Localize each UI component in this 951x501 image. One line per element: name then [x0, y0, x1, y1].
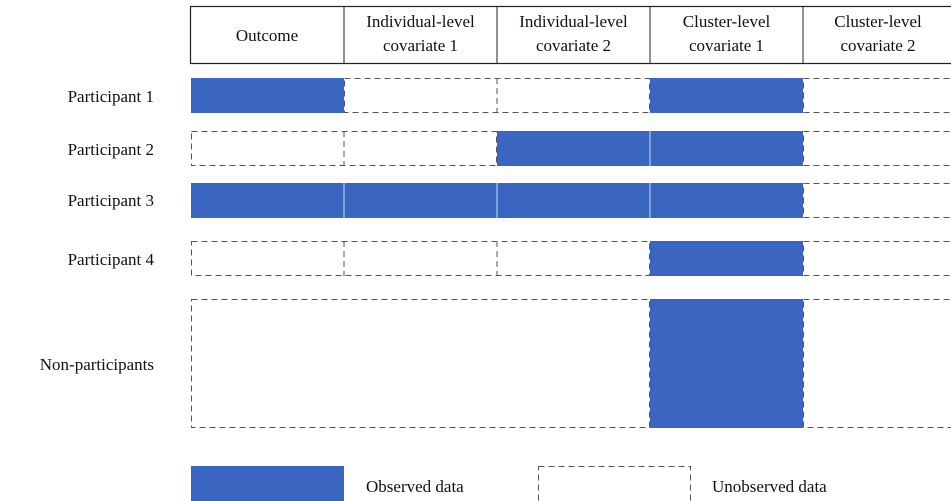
column-header-outcome: Outcome — [236, 26, 298, 45]
grid-row — [192, 241, 951, 276]
legend-observed-swatch — [191, 466, 344, 501]
observed-cell — [650, 299, 803, 428]
column-header-individual-2-line2: covariate 2 — [536, 36, 611, 55]
row-labels: Participant 1 Participant 2 Participant … — [40, 87, 155, 374]
column-header-cluster-2-line2: covariate 2 — [840, 36, 915, 55]
column-header-cluster-1-line1: Cluster-level — [683, 12, 771, 31]
grid-row — [192, 131, 951, 166]
observed-cell — [191, 78, 344, 113]
unobserved-cell — [804, 242, 951, 276]
observed-cell — [650, 241, 803, 276]
grid-row — [191, 183, 951, 218]
column-header-individual-1-line2: covariate 1 — [383, 36, 458, 55]
row-label-non-participants: Non-participants — [40, 355, 154, 374]
column-header: Outcome Individual-level covariate 1 Ind… — [191, 7, 951, 64]
column-header-cluster-2-line1: Cluster-level — [834, 12, 922, 31]
unobserved-cell — [804, 132, 951, 166]
unobserved-cell — [804, 79, 951, 113]
row-label-participant-1: Participant 1 — [68, 87, 154, 106]
legend-unobserved-swatch — [539, 467, 691, 501]
column-header-individual-1-line1: Individual-level — [366, 12, 475, 31]
unobserved-cell — [192, 242, 650, 276]
observed-cell — [650, 78, 803, 113]
unobserved-cell — [804, 300, 951, 428]
grid-row — [192, 299, 951, 428]
row-label-participant-2: Participant 2 — [68, 140, 154, 159]
row-label-participant-4: Participant 4 — [68, 250, 155, 269]
row-label-participant-3: Participant 3 — [68, 191, 154, 210]
unobserved-cell — [192, 300, 650, 428]
column-header-individual-2-line1: Individual-level — [519, 12, 628, 31]
unobserved-cell — [804, 184, 951, 218]
legend-unobserved-label: Unobserved data — [712, 477, 827, 496]
data-grid — [191, 78, 951, 428]
column-header-cluster-1-line2: covariate 1 — [689, 36, 764, 55]
grid-row — [191, 78, 951, 113]
legend: Observed data Unobserved data — [191, 466, 827, 501]
legend-observed-label: Observed data — [366, 477, 464, 496]
